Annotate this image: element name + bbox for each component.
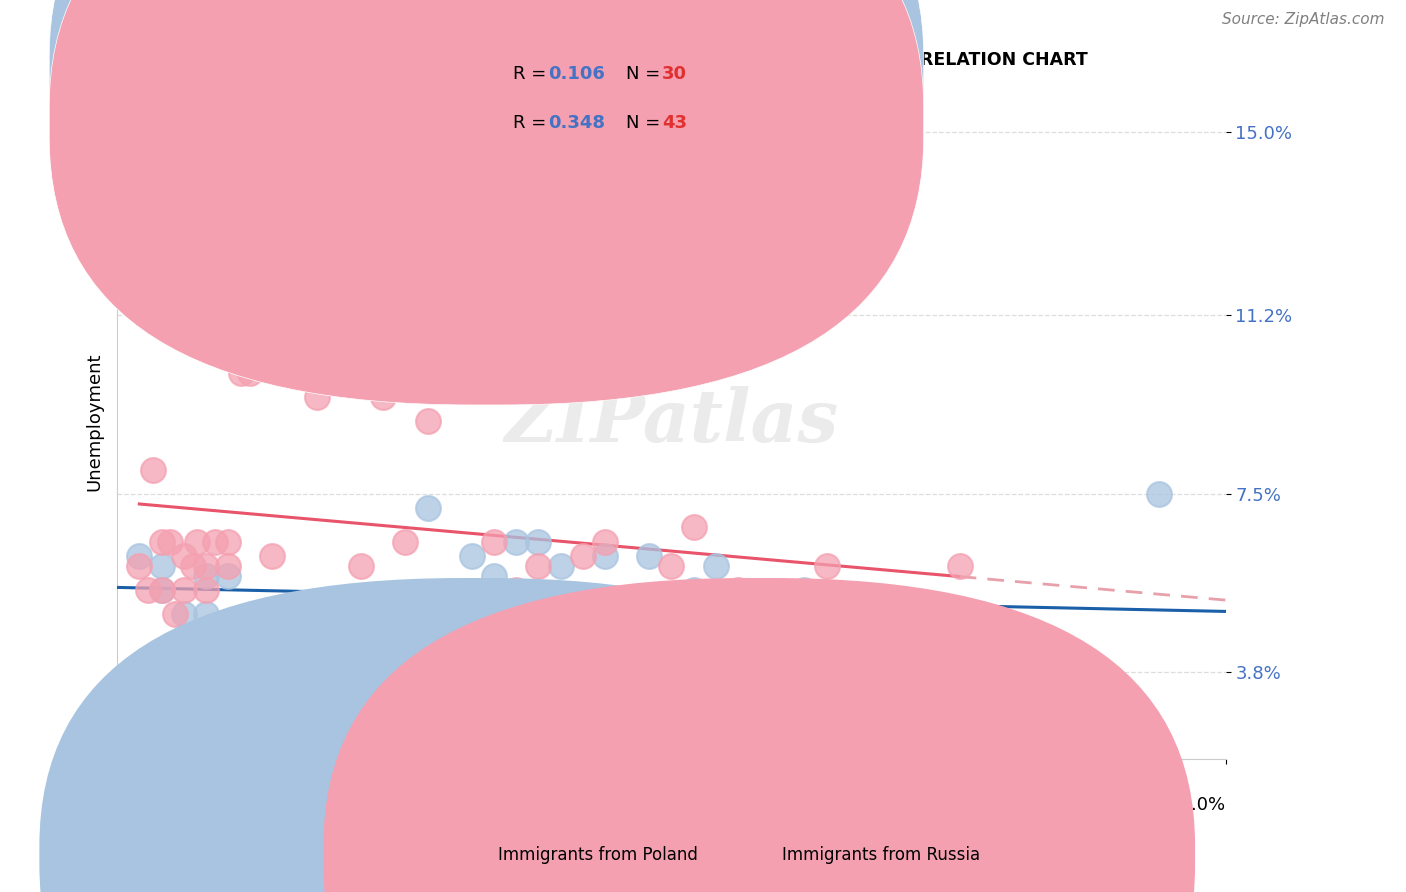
Point: [373, 390, 395, 404]
Point: [204, 535, 226, 549]
Point: [181, 559, 204, 574]
Point: [416, 414, 439, 428]
Text: 30: 30: [662, 65, 688, 83]
Point: [793, 583, 815, 598]
Point: [616, 728, 638, 742]
Text: R =: R =: [513, 114, 553, 132]
Point: [283, 318, 305, 332]
Point: [194, 568, 217, 582]
Point: [239, 632, 262, 646]
Point: [173, 607, 195, 622]
Point: [439, 598, 461, 612]
Point: [173, 549, 195, 564]
Text: N =: N =: [626, 114, 665, 132]
Point: [461, 366, 484, 380]
Point: [163, 607, 186, 622]
Point: [217, 535, 239, 549]
Point: [882, 680, 904, 694]
Point: [239, 366, 262, 380]
Text: 25.0%: 25.0%: [1168, 796, 1226, 814]
Point: [283, 616, 305, 631]
Point: [217, 568, 239, 582]
Point: [373, 598, 395, 612]
Point: [527, 559, 550, 574]
Point: [505, 583, 527, 598]
Point: [328, 646, 350, 660]
Point: [136, 583, 159, 598]
Point: [882, 598, 904, 612]
Point: [173, 583, 195, 598]
Point: [482, 535, 505, 549]
Point: [217, 559, 239, 574]
Text: Immigrants from Russia: Immigrants from Russia: [782, 847, 980, 864]
Point: [439, 173, 461, 187]
Point: [128, 549, 150, 564]
Point: [394, 535, 416, 549]
Point: [194, 583, 217, 598]
Point: [150, 559, 173, 574]
Text: Immigrants from Poland: Immigrants from Poland: [498, 847, 697, 864]
Point: [186, 535, 208, 549]
Point: [616, 607, 638, 622]
Point: [461, 549, 484, 564]
Point: [262, 549, 284, 564]
Point: [150, 583, 173, 598]
Point: [815, 674, 838, 689]
Point: [350, 559, 373, 574]
Y-axis label: Unemployment: Unemployment: [86, 352, 103, 491]
Point: [571, 549, 593, 564]
Point: [727, 674, 749, 689]
Point: [305, 390, 328, 404]
Point: [993, 704, 1015, 718]
Point: [661, 559, 683, 574]
Point: [682, 520, 704, 534]
Point: [150, 535, 173, 549]
Point: [194, 559, 217, 574]
Point: [727, 583, 749, 598]
Text: Source: ZipAtlas.com: Source: ZipAtlas.com: [1222, 12, 1385, 27]
Point: [1147, 487, 1170, 501]
Point: [949, 559, 972, 574]
Point: [550, 646, 572, 660]
Text: 0.348: 0.348: [548, 114, 606, 132]
Point: [550, 559, 572, 574]
Text: 43: 43: [662, 114, 688, 132]
Point: [159, 535, 181, 549]
Point: [638, 549, 661, 564]
Point: [416, 501, 439, 516]
Point: [150, 583, 173, 598]
Point: [328, 293, 350, 308]
Text: IMMIGRANTS FROM POLAND VS IMMIGRANTS FROM RUSSIA UNEMPLOYMENT CORRELATION CHART: IMMIGRANTS FROM POLAND VS IMMIGRANTS FRO…: [117, 51, 1088, 69]
Point: [749, 656, 772, 670]
Text: R =: R =: [513, 65, 553, 83]
Text: 0.106: 0.106: [548, 65, 605, 83]
Text: 0.0%: 0.0%: [117, 796, 163, 814]
Point: [482, 568, 505, 582]
Text: ZIPatlas: ZIPatlas: [505, 386, 838, 457]
Point: [142, 463, 165, 477]
Point: [593, 549, 616, 564]
Point: [682, 583, 704, 598]
Point: [231, 366, 253, 380]
Text: N =: N =: [626, 65, 665, 83]
Point: [571, 598, 593, 612]
Point: [815, 559, 838, 574]
Point: [128, 559, 150, 574]
Point: [194, 607, 217, 622]
Point: [527, 535, 550, 549]
Point: [173, 632, 195, 646]
Point: [505, 535, 527, 549]
Point: [704, 559, 727, 574]
Point: [593, 535, 616, 549]
